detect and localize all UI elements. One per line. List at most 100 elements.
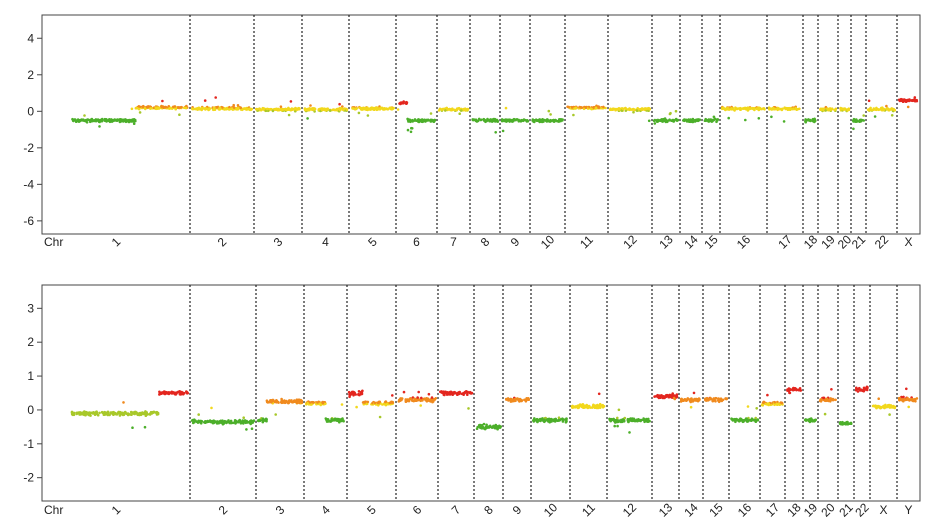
data-point xyxy=(224,420,227,424)
data-point xyxy=(536,418,539,422)
data-point xyxy=(689,119,693,122)
y-tick-label: 4 xyxy=(27,31,34,45)
data-point xyxy=(633,108,636,111)
data-point xyxy=(824,109,827,112)
data-point xyxy=(597,106,601,109)
data-point xyxy=(210,406,213,410)
data-point xyxy=(145,411,148,414)
chromosome-label: 22 xyxy=(852,500,872,520)
data-point xyxy=(775,402,778,406)
data-point xyxy=(664,119,668,123)
data-point xyxy=(200,106,204,110)
data-point xyxy=(762,400,766,404)
data-point xyxy=(94,119,98,122)
chromosome-label: 9 xyxy=(510,502,525,517)
data-point xyxy=(905,387,908,391)
data-point xyxy=(270,401,273,404)
data-point xyxy=(310,107,314,111)
chromosome-label: 5 xyxy=(364,502,379,517)
data-point xyxy=(309,104,312,107)
data-point xyxy=(871,404,875,408)
chromosome-label: X xyxy=(904,235,912,249)
data-point xyxy=(160,392,163,395)
data-point xyxy=(360,107,364,110)
data-point xyxy=(73,118,77,121)
chromosome-label: 8 xyxy=(478,234,493,249)
data-point xyxy=(357,390,361,393)
data-point xyxy=(877,397,880,401)
data-point xyxy=(433,398,437,401)
data-point xyxy=(537,118,540,122)
data-point xyxy=(697,118,700,121)
data-point xyxy=(266,401,270,404)
data-point xyxy=(114,118,117,122)
data-point xyxy=(419,399,423,403)
data-point xyxy=(417,120,420,124)
data-point xyxy=(83,114,86,117)
data-point xyxy=(645,107,648,111)
data-point xyxy=(646,418,650,422)
data-point xyxy=(877,108,881,112)
data-point xyxy=(357,111,361,115)
data-point xyxy=(130,107,134,111)
data-point xyxy=(417,390,421,394)
data-point xyxy=(108,118,111,121)
data-point xyxy=(373,401,377,405)
data-point xyxy=(155,413,159,416)
data-point xyxy=(548,417,551,421)
data-point xyxy=(737,107,741,110)
data-point xyxy=(467,407,470,410)
data-point xyxy=(76,412,79,415)
data-point xyxy=(866,385,869,389)
data-point xyxy=(348,395,351,399)
data-point xyxy=(275,399,278,402)
data-point xyxy=(450,391,453,394)
data-point xyxy=(131,426,134,430)
data-point xyxy=(239,420,242,423)
data-point xyxy=(158,393,161,396)
data-point xyxy=(429,112,433,115)
data-point xyxy=(913,96,917,99)
chart-top-dividers xyxy=(189,15,898,234)
chromosome-label: 5 xyxy=(365,234,380,249)
data-point xyxy=(683,118,686,121)
data-point xyxy=(525,397,528,400)
data-point xyxy=(657,396,661,399)
data-point xyxy=(724,108,727,112)
chart-bottom-points xyxy=(70,385,919,434)
data-point xyxy=(339,108,342,112)
data-point xyxy=(286,108,290,111)
data-point xyxy=(516,397,519,400)
data-point xyxy=(778,403,781,407)
chromosome-label: 6 xyxy=(410,502,425,517)
data-point xyxy=(86,412,90,416)
data-point xyxy=(616,416,619,420)
data-point xyxy=(409,130,413,134)
data-point xyxy=(510,119,514,122)
data-point xyxy=(466,390,470,394)
data-point xyxy=(574,405,577,408)
data-point xyxy=(881,106,884,109)
data-point xyxy=(213,106,216,110)
data-point xyxy=(572,113,575,117)
data-point xyxy=(415,398,419,402)
data-point xyxy=(455,392,459,396)
data-point xyxy=(834,107,838,111)
data-point xyxy=(902,395,905,399)
data-point xyxy=(369,106,372,110)
data-point xyxy=(492,117,496,121)
data-point xyxy=(855,386,858,390)
data-point xyxy=(317,108,321,111)
data-point xyxy=(664,395,668,399)
data-point xyxy=(470,391,474,395)
data-point xyxy=(142,412,145,416)
data-point xyxy=(582,107,586,111)
data-point xyxy=(111,119,115,123)
data-point xyxy=(209,419,212,423)
y-tick-label: -2 xyxy=(23,141,34,155)
data-point xyxy=(306,401,309,405)
data-point xyxy=(811,420,815,423)
data-point xyxy=(788,391,791,395)
data-point xyxy=(748,419,752,422)
